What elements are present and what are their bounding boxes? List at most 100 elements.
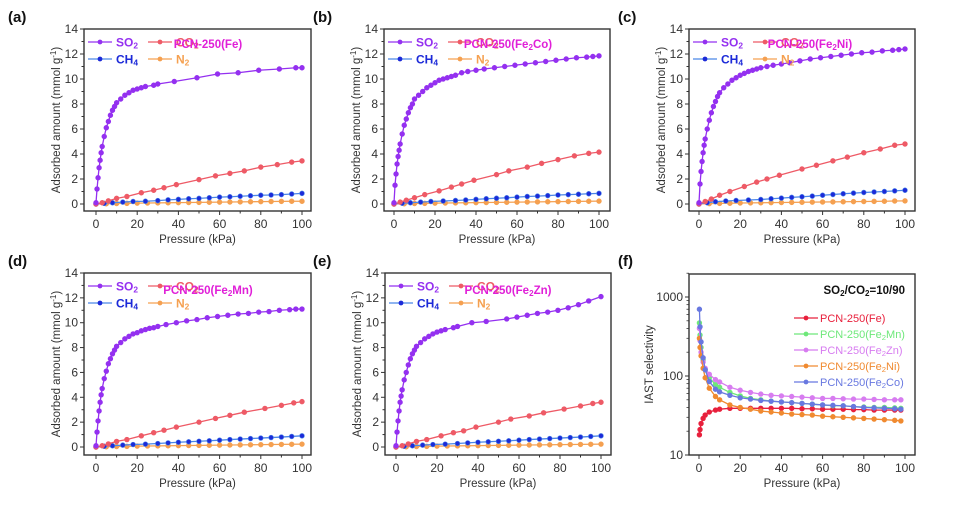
data-point <box>828 53 834 60</box>
data-point <box>514 199 520 205</box>
data-point <box>413 343 420 350</box>
legend-item-n2: N2 <box>148 53 190 68</box>
data-point <box>708 110 715 116</box>
data-point <box>891 397 898 403</box>
data-point <box>398 393 404 399</box>
legend-label: N2 <box>781 53 795 68</box>
data-point <box>397 199 403 205</box>
data-point <box>850 415 857 421</box>
data-point <box>491 65 498 71</box>
legend-marker <box>97 56 103 62</box>
y-tick-label: 10 <box>65 316 79 330</box>
data-point <box>493 171 500 178</box>
data-point <box>590 400 596 407</box>
data-point <box>788 199 795 206</box>
data-point <box>698 168 704 175</box>
data-point <box>706 385 712 391</box>
x-tick-label: 60 <box>816 217 830 231</box>
data-point <box>596 198 602 204</box>
y-tick-label: 8 <box>372 341 379 355</box>
data-point <box>819 192 826 198</box>
data-point <box>506 442 512 448</box>
data-point <box>142 198 149 204</box>
data-point <box>508 416 514 422</box>
data-point <box>526 413 532 419</box>
data-point <box>274 161 280 168</box>
data-point <box>458 181 465 187</box>
data-point <box>481 66 487 72</box>
data-point <box>809 199 815 205</box>
data-point <box>725 81 731 87</box>
data-point <box>107 356 114 362</box>
data-point <box>575 191 582 197</box>
y-tick-label: 8 <box>371 97 378 111</box>
data-point <box>747 406 754 412</box>
data-point <box>405 110 412 116</box>
data-point <box>869 49 875 55</box>
data-point <box>105 118 112 125</box>
data-point <box>399 443 405 449</box>
data-point <box>293 306 299 312</box>
data-point <box>799 194 805 200</box>
legend-marker <box>97 283 103 289</box>
data-point <box>700 355 706 361</box>
data-point <box>861 415 867 422</box>
legend-item-ch4: CH4 <box>388 53 438 68</box>
data-point <box>588 441 594 447</box>
data-point <box>237 436 243 442</box>
data-point <box>118 339 124 346</box>
data-point <box>733 197 739 204</box>
data-point <box>99 200 105 206</box>
legend-item-ch4: CH4 <box>88 297 138 312</box>
y-axis-label: Adsorbed amount (mmol g-1) <box>350 291 365 438</box>
y-tick-label: 12 <box>670 47 684 61</box>
legend-label: PCN-250(Fe2Zn) <box>820 345 903 358</box>
data-point <box>512 62 518 68</box>
data-point <box>712 98 719 105</box>
data-point <box>138 433 145 439</box>
legend-marker <box>157 39 163 45</box>
legend-label: SO2 <box>417 280 439 295</box>
data-point <box>393 443 399 449</box>
data-point <box>768 196 774 202</box>
data-point <box>838 52 844 58</box>
y-tick-label: 4 <box>71 390 78 404</box>
y-tick-label: 6 <box>676 122 683 136</box>
legend-item-co2: CO2 <box>448 36 499 51</box>
legend-item-so2: SO2 <box>388 36 438 51</box>
sample-label: PCN-250(Fe2Zn) <box>465 285 552 298</box>
data-point <box>399 131 405 137</box>
data-point <box>409 101 416 107</box>
data-point <box>898 406 904 412</box>
x-axis-label: Pressure (kPa) <box>159 478 236 490</box>
data-point <box>534 193 541 199</box>
data-point <box>475 439 481 445</box>
data-point <box>214 71 221 77</box>
data-point <box>268 198 274 205</box>
data-point <box>758 391 764 397</box>
x-tick-label: 40 <box>775 217 789 231</box>
y-tick-label: 0 <box>372 440 379 454</box>
x-tick-label: 0 <box>393 461 400 475</box>
data-point <box>392 182 398 188</box>
data-point <box>442 326 448 333</box>
data-point <box>227 412 233 419</box>
data-point <box>712 386 719 392</box>
data-point <box>399 387 405 393</box>
legend-item-so2: SO2 <box>88 36 138 51</box>
data-point <box>403 197 409 203</box>
data-point <box>840 403 846 409</box>
data-point <box>142 441 149 447</box>
y-tick-label: 2 <box>71 172 78 186</box>
y-tick-label: 4 <box>372 390 379 404</box>
data-point <box>881 405 888 412</box>
x-axis-label: Pressure (kPa) <box>764 234 841 246</box>
data-point <box>122 92 128 98</box>
x-tick-label: 100 <box>895 217 915 231</box>
data-point <box>596 53 602 59</box>
data-point <box>700 150 706 156</box>
x-tick-label: 100 <box>292 461 312 475</box>
data-point <box>99 143 105 150</box>
data-point <box>706 409 712 415</box>
data-point <box>212 173 219 179</box>
